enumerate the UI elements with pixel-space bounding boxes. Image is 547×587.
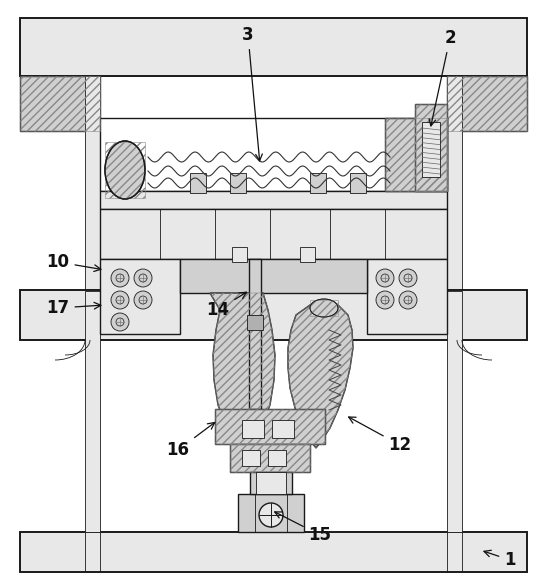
Bar xyxy=(415,104,447,191)
Bar xyxy=(385,118,447,191)
Text: 14: 14 xyxy=(206,292,247,319)
Bar xyxy=(215,409,325,444)
Bar xyxy=(367,259,447,334)
Bar xyxy=(350,173,366,193)
Bar xyxy=(20,532,527,572)
Bar xyxy=(310,173,326,193)
Bar xyxy=(447,76,462,291)
Bar xyxy=(232,247,247,262)
Circle shape xyxy=(134,291,152,309)
Bar xyxy=(20,290,527,340)
Bar xyxy=(230,444,310,472)
Bar xyxy=(422,122,440,177)
Bar xyxy=(180,259,367,293)
Circle shape xyxy=(111,291,129,309)
Bar xyxy=(447,291,462,532)
Text: 15: 15 xyxy=(275,512,331,544)
Ellipse shape xyxy=(105,141,145,199)
Bar xyxy=(447,76,527,131)
Polygon shape xyxy=(210,293,275,472)
Bar xyxy=(100,118,447,191)
Circle shape xyxy=(111,269,129,287)
Bar xyxy=(250,472,292,494)
Bar xyxy=(20,76,100,131)
Circle shape xyxy=(399,291,417,309)
Bar xyxy=(272,420,294,438)
Bar xyxy=(238,494,304,532)
Bar xyxy=(20,18,527,76)
Ellipse shape xyxy=(310,299,338,317)
Bar xyxy=(247,315,263,330)
Bar xyxy=(190,173,206,193)
Bar xyxy=(230,444,310,472)
Bar xyxy=(100,191,447,209)
Text: 2: 2 xyxy=(429,29,456,126)
Bar xyxy=(20,76,100,131)
Bar xyxy=(85,291,100,532)
Circle shape xyxy=(376,269,394,287)
Bar xyxy=(300,247,315,262)
Bar xyxy=(242,420,264,438)
Circle shape xyxy=(134,269,152,287)
Bar xyxy=(385,118,447,191)
Text: 1: 1 xyxy=(484,550,516,569)
Bar xyxy=(268,450,286,466)
Bar xyxy=(230,173,246,193)
Text: 12: 12 xyxy=(348,417,411,454)
Circle shape xyxy=(376,291,394,309)
Bar xyxy=(215,409,325,444)
Bar xyxy=(242,450,260,466)
Text: 17: 17 xyxy=(46,299,101,317)
Text: 10: 10 xyxy=(46,253,101,271)
Polygon shape xyxy=(288,305,353,448)
Bar xyxy=(85,76,100,291)
Circle shape xyxy=(111,313,129,331)
Bar xyxy=(256,472,286,494)
Bar xyxy=(249,259,261,409)
Bar xyxy=(415,104,447,191)
Bar xyxy=(447,76,527,131)
Bar xyxy=(100,259,180,334)
Text: 3: 3 xyxy=(242,26,263,161)
Bar xyxy=(100,209,447,259)
Circle shape xyxy=(259,503,283,527)
Circle shape xyxy=(399,269,417,287)
Text: 16: 16 xyxy=(166,423,214,459)
